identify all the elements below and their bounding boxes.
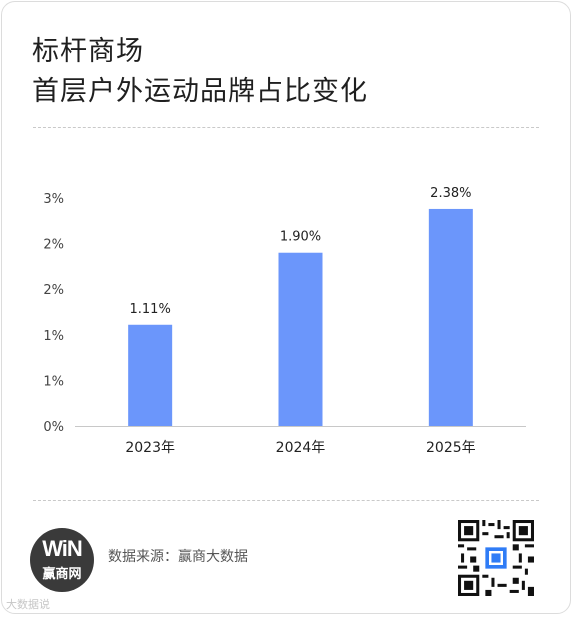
chart-title: 标杆商场 首层户外运动品牌占比变化 xyxy=(32,32,368,112)
x-tick-label: 2025年 xyxy=(426,440,476,456)
y-tick-label: 1% xyxy=(43,374,64,389)
title-line-2: 首层户外运动品牌占比变化 xyxy=(32,76,368,107)
bar-chart: 0% 1% 1% 2% 2% 3% 1.11% 2023年 1.90% 2024年 2.38% 202… xyxy=(43,186,526,456)
x-tick-label: 2024年 xyxy=(276,440,326,456)
bar xyxy=(128,324,173,426)
winshang-logo: WiN 赢商网 xyxy=(30,528,94,592)
data-label: 1.11% xyxy=(130,302,171,317)
data-source: 数据来源：赢商大数据 xyxy=(108,549,248,565)
title-line-1: 标杆商场 xyxy=(32,36,144,67)
y-tick-label: 3% xyxy=(43,192,64,207)
watermark: 大数据说 xyxy=(6,598,50,611)
y-tick-label: 2% xyxy=(43,283,64,298)
data-label: 2.38% xyxy=(430,186,471,201)
qr-code-icon[interactable] xyxy=(458,520,534,596)
logo-name: 赢商网 xyxy=(42,567,82,582)
y-tick-label: 2% xyxy=(43,238,64,253)
bar xyxy=(428,208,473,426)
bottom-divider xyxy=(33,500,539,501)
data-label: 1.90% xyxy=(280,230,321,245)
x-tick-label: 2023年 xyxy=(125,440,175,456)
y-tick-label: 1% xyxy=(43,329,64,344)
top-divider xyxy=(33,127,539,128)
y-tick-label: 0% xyxy=(43,420,64,435)
logo-mark: WiN xyxy=(42,536,83,561)
bar xyxy=(278,252,323,426)
